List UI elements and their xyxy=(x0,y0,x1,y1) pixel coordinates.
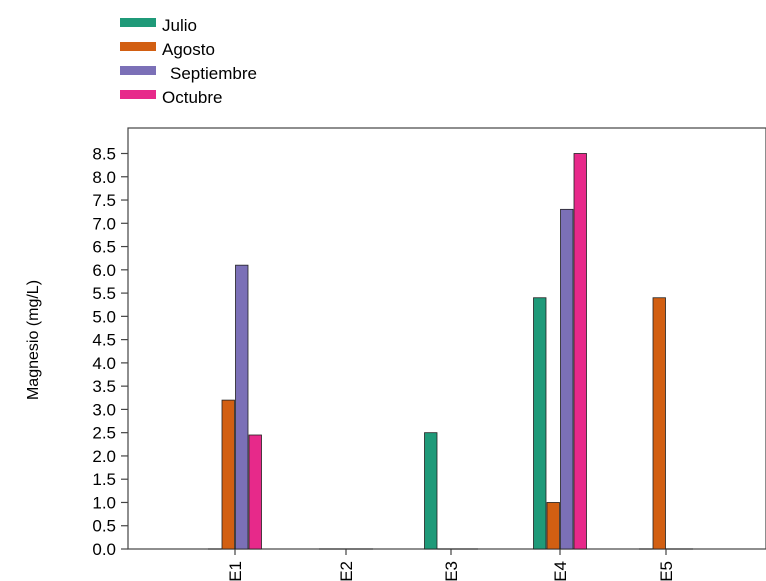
legend-label-agosto: Agosto xyxy=(162,40,215,59)
y-tick-label: 7.0 xyxy=(92,214,116,233)
plot-area: 0.0 0.5 1.0 1.5 2.0 2.5 3.0 3.5 4.0 4.5 5.0 5.5 6.0 6… xyxy=(92,127,766,581)
y-tick-label: 0.0 xyxy=(92,540,116,559)
legend-swatch-octubre xyxy=(120,90,156,99)
bar-agosto-e1 xyxy=(221,399,235,550)
y-axis: 0.0 0.5 1.0 1.5 2.0 2.5 3.0 3.5 4.0 4.5 5.0 5.5 6.0 6… xyxy=(92,145,128,559)
bar-agosto-e5 xyxy=(652,297,666,550)
bar-julio-e4 xyxy=(533,297,547,550)
y-tick-label: 4.5 xyxy=(92,331,116,350)
x-category-label: E3 xyxy=(442,561,461,581)
x-category-label: E5 xyxy=(657,561,676,581)
y-tick-label: 3.5 xyxy=(92,377,116,396)
bar-octubre-e4 xyxy=(573,153,587,550)
y-tick-label: 1.0 xyxy=(92,493,116,512)
y-tick-label: 5.0 xyxy=(92,307,116,326)
x-category-label: E1 xyxy=(226,561,245,581)
y-tick-label: 8.0 xyxy=(92,168,116,187)
y-axis-label: Magnesio (mg/L) xyxy=(25,280,42,400)
bar-julio-e3 xyxy=(424,432,438,550)
y-tick-label: 8.5 xyxy=(92,145,116,164)
y-tick-label: 2.0 xyxy=(92,447,116,466)
bar-octubre-e1 xyxy=(248,434,262,550)
y-tick-label: 3.0 xyxy=(92,400,116,419)
legend-swatch-agosto xyxy=(120,42,156,51)
bar-septiembre-e1 xyxy=(235,264,249,550)
bar-septiembre-e4 xyxy=(560,208,574,550)
x-category-label: E4 xyxy=(551,561,570,581)
y-tick-label: 4.0 xyxy=(92,354,116,373)
legend-label-septiembre: Septiembre xyxy=(170,64,257,83)
y-tick-label: 0.5 xyxy=(92,517,116,536)
legend-swatch-septiembre xyxy=(120,66,156,75)
y-tick-label: 5.5 xyxy=(92,284,116,303)
y-tick-label: 1.5 xyxy=(92,470,116,489)
bar-agosto-e4 xyxy=(546,502,560,550)
bars xyxy=(208,153,693,550)
legend-label-julio: Julio xyxy=(162,16,197,35)
legend-label-octubre: Octubre xyxy=(162,88,222,107)
x-category-label: E2 xyxy=(337,561,356,581)
y-tick-label: 2.5 xyxy=(92,424,116,443)
legend-swatch-julio xyxy=(120,18,156,27)
y-tick-label: 6.0 xyxy=(92,261,116,280)
legend: Julio Agosto Septiembre Octubre xyxy=(120,16,257,107)
y-tick-label: 6.5 xyxy=(92,238,116,257)
y-tick-label: 7.5 xyxy=(92,191,116,210)
x-axis: E1 E2 E3 E4 E5 xyxy=(226,549,676,581)
